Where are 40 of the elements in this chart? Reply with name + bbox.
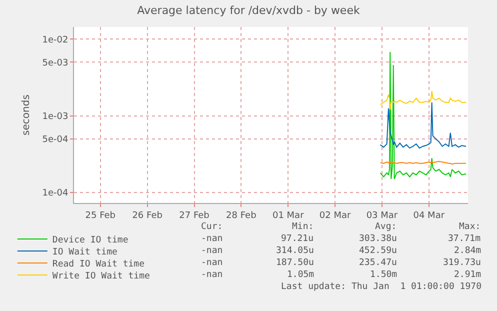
chart-title: Average latency for /dev/xvdb - by week (137, 4, 360, 17)
y-tick-label: 5e-03 (42, 58, 68, 68)
text: -nan (201, 258, 223, 268)
text: 235.47u (359, 258, 397, 268)
x-tick-label: 27 Feb (179, 210, 210, 221)
text: -nan (201, 246, 223, 256)
text: 319.73u (443, 258, 481, 268)
y-axis-title: seconds (21, 94, 32, 136)
x-tick-label: 01 Mar (272, 210, 304, 221)
legend-label: IO Wait time (52, 248, 118, 258)
legend-label: Device IO time (52, 236, 128, 246)
text: 303.38u (359, 234, 397, 244)
x-tick-label: 28 Feb (226, 210, 257, 221)
text: Avg: (375, 222, 397, 232)
text: Last update: Thu Jan 1 01:00:00 1970 (281, 282, 482, 292)
text: 97.21u (281, 234, 314, 244)
text: 37.71m (448, 234, 481, 244)
legend-label: Read IO Wait time (52, 260, 145, 270)
text: -nan (201, 270, 223, 280)
x-tick-label: 02 Mar (319, 210, 351, 221)
text: 2.91m (454, 270, 482, 280)
text: 452.59u (359, 246, 397, 256)
text: 1.05m (287, 270, 314, 280)
text: 2.84m (454, 246, 482, 256)
y-tick-label: 1e-02 (42, 35, 68, 46)
x-tick-label: 04 Mar (413, 210, 445, 221)
x-tick-label: 25 Feb (85, 210, 116, 221)
text: Max: (459, 222, 481, 232)
text: 1.50m (370, 270, 398, 280)
text: -nan (201, 234, 223, 244)
x-tick-label: 03 Mar (366, 210, 398, 221)
text: 314.05u (276, 246, 314, 256)
text: 187.50u (276, 258, 314, 268)
x-tick-label: 26 Feb (132, 210, 163, 221)
text: Min: (292, 222, 314, 232)
text: Cur: (201, 222, 223, 232)
y-tick-label: 1e-03 (42, 112, 68, 122)
y-tick-label: 5e-04 (42, 135, 68, 146)
y-tick-label: 1e-04 (42, 188, 68, 199)
legend-label: Write IO Wait time (52, 272, 150, 282)
